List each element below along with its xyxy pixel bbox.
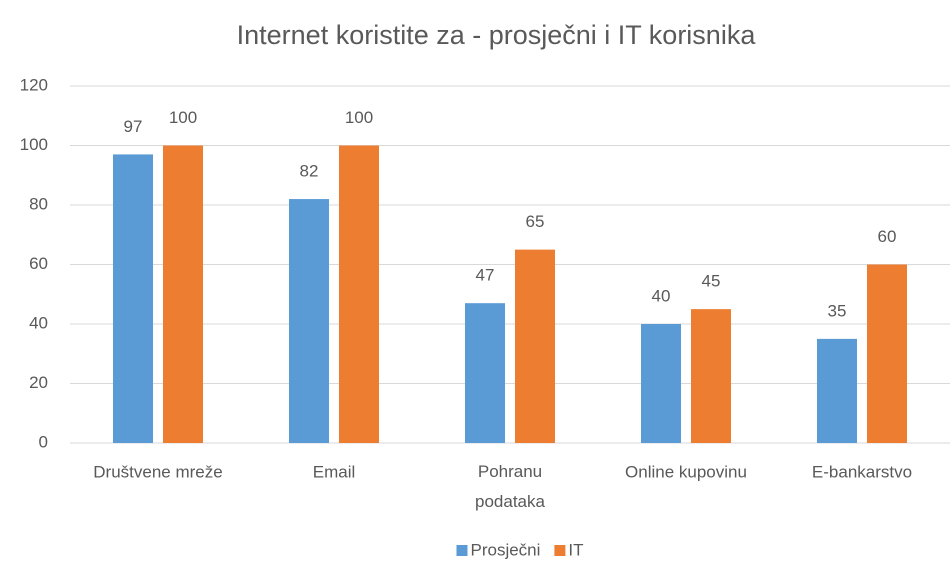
- data-label: 35: [828, 301, 847, 320]
- bar: [867, 264, 907, 443]
- data-label: 40: [652, 286, 671, 305]
- legend-label: IT: [568, 540, 583, 559]
- legend: Prosječni IT: [456, 540, 584, 559]
- x-tick-label: Email: [313, 462, 356, 481]
- data-label: 45: [702, 272, 721, 291]
- data-label: 100: [345, 108, 373, 127]
- legend-swatch: [456, 545, 468, 556]
- y-tick-label: 20: [29, 373, 48, 392]
- x-tick-label: Pohranu podataka: [475, 462, 545, 511]
- chart-title: Internet koristite za - prosječni i IT k…: [237, 20, 757, 50]
- bar: [163, 145, 203, 443]
- bar: [289, 199, 329, 443]
- data-label: 47: [476, 266, 495, 285]
- data-label: 100: [169, 108, 197, 127]
- x-tick-label: E-bankarstvo: [812, 462, 912, 481]
- bar: [465, 303, 505, 443]
- bar: [113, 154, 153, 444]
- bar: [817, 338, 857, 443]
- data-label: 65: [526, 212, 545, 231]
- y-tick-label: 100: [20, 135, 48, 154]
- bar: [641, 324, 681, 443]
- data-label: 60: [878, 227, 897, 246]
- bar: [339, 145, 379, 443]
- legend-swatch: [554, 545, 566, 556]
- legend-label: Prosječni: [470, 540, 540, 559]
- x-tick-label: Online kupovinu: [625, 462, 747, 481]
- y-tick-label: 120: [20, 75, 48, 94]
- y-tick-label: 0: [39, 432, 48, 451]
- y-tick-label: 80: [29, 194, 48, 213]
- bar: [515, 249, 555, 443]
- x-tick-label: Društvene mreže: [93, 462, 222, 481]
- data-label: 82: [300, 162, 319, 181]
- y-tick-label: 40: [29, 313, 48, 332]
- y-tick-label: 60: [29, 254, 48, 273]
- data-label: 97: [124, 117, 143, 136]
- bar: [691, 309, 731, 443]
